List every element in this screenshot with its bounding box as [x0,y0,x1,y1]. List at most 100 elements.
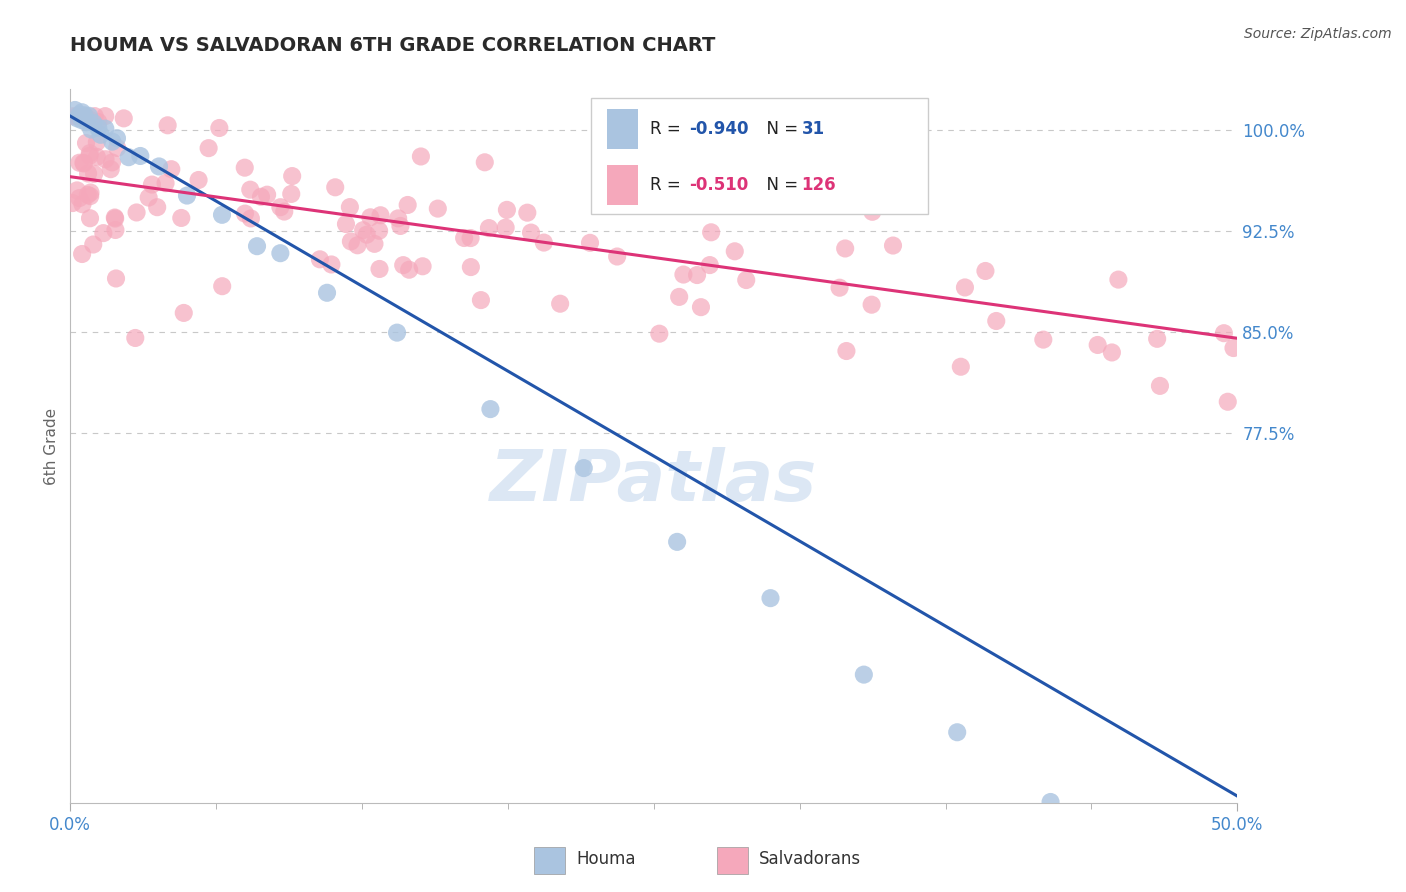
Text: Salvadorans: Salvadorans [759,850,862,868]
Point [173,306,195,320]
Point [309,252,332,267]
Point [79,112,101,127]
Point [82,237,104,252]
Text: R =: R = [650,120,686,138]
Point [1212,326,1234,341]
Point [389,219,412,233]
Point [70,247,93,261]
Point [363,236,385,251]
Point [894,181,917,195]
Point [129,149,152,163]
Point [93,226,115,240]
Point [648,326,671,341]
Text: 31: 31 [801,120,824,138]
Point [141,178,163,192]
Point [759,591,782,606]
Text: N =: N = [756,120,804,138]
Point [359,211,381,225]
Point [352,223,374,237]
Point [83,167,105,181]
Point [520,226,543,240]
Point [66,109,89,123]
Point [66,112,89,126]
Point [77,109,100,123]
Point [79,186,101,200]
Point [387,211,409,226]
Point [233,206,256,220]
Point [187,173,209,187]
Point [281,169,304,183]
Point [666,534,689,549]
Point [398,262,420,277]
Point [211,279,233,293]
Point [479,402,502,417]
Text: R =: R = [650,176,686,194]
Point [67,155,90,169]
Point [335,217,357,231]
Point [176,188,198,202]
Point [460,260,482,274]
Point [1222,341,1244,355]
Point [208,120,231,135]
Point [834,242,856,256]
Point [496,202,519,217]
Point [606,250,628,264]
Point [668,290,690,304]
Point [73,108,96,122]
Point [478,221,501,235]
Point [495,220,517,235]
Point [392,258,415,272]
Text: ZIPatlas: ZIPatlas [491,447,817,516]
Point [77,166,100,180]
Point [94,109,117,123]
Point [323,180,346,194]
Point [63,103,86,117]
Point [690,300,713,314]
Point [269,200,291,214]
Point [138,190,160,204]
Text: -0.940: -0.940 [689,120,748,138]
Point [101,135,124,149]
Point [340,235,363,249]
Text: N =: N = [756,176,804,194]
Point [148,160,170,174]
Point [460,231,482,245]
Point [368,224,391,238]
Point [118,150,141,164]
Point [1101,345,1123,359]
Point [70,105,93,120]
Point [233,161,256,175]
Point [735,273,758,287]
Point [76,115,98,129]
Point [79,149,101,163]
Point [882,238,904,252]
Point [87,120,110,135]
Point [79,146,101,161]
Point [949,359,972,374]
Point [239,183,262,197]
Point [1216,394,1239,409]
Point [579,235,602,250]
Point [1087,338,1109,352]
Point [356,227,378,242]
Point [66,183,89,197]
Point [256,187,278,202]
Point [470,293,492,307]
Point [516,205,538,219]
Point [83,109,105,123]
Point [860,298,883,312]
Point [339,200,361,214]
Point [105,141,128,155]
Point [86,135,108,149]
Point [409,149,432,163]
Point [686,268,709,282]
Text: Source: ZipAtlas.com: Source: ZipAtlas.com [1244,27,1392,41]
Point [426,202,449,216]
Point [87,115,110,129]
Point [72,156,94,170]
Point [72,197,94,211]
Point [1146,332,1168,346]
Point [1149,379,1171,393]
Point [67,191,90,205]
Point [100,162,122,177]
